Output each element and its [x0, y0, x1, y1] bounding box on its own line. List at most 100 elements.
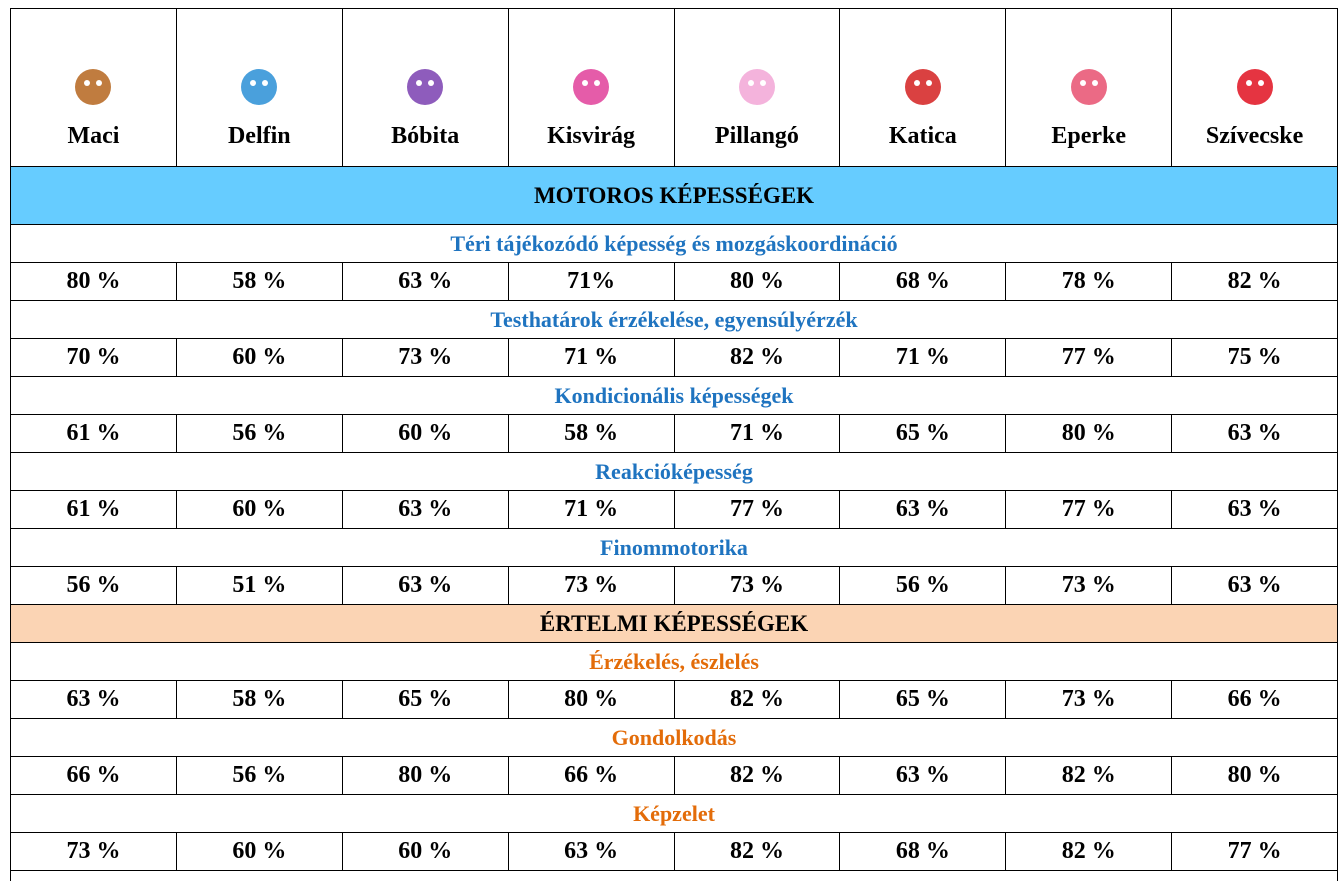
- value-cell: 51 %: [176, 567, 342, 605]
- value-row: 73 %60 %60 %63 %82 %68 %82 %77 %: [11, 833, 1338, 871]
- icon: [563, 63, 619, 113]
- group-row: Kondicionális képességek: [11, 377, 1338, 415]
- value-cell: 58 %: [508, 415, 674, 453]
- column-name: Eperke: [1006, 123, 1171, 150]
- icon: [231, 63, 287, 113]
- value-cell: 78 %: [1006, 263, 1172, 301]
- value-cell: 82 %: [1006, 757, 1172, 795]
- group-row: Gondolkodás: [11, 719, 1338, 757]
- header-cell: Eperke: [1006, 9, 1172, 167]
- value-cell: 71 %: [840, 339, 1006, 377]
- column-name: Kisvirág: [509, 123, 674, 150]
- value-cell: 63 %: [342, 491, 508, 529]
- value-row: 63 %58 %65 %80 %82 %65 %73 %66 %: [11, 681, 1338, 719]
- header-cell: Maci: [11, 9, 177, 167]
- column-name: Delfin: [177, 123, 342, 150]
- value-cell: 71 %: [674, 415, 840, 453]
- value-cell: 73 %: [508, 567, 674, 605]
- group-title: Testhatárok érzékelése, egyensúlyérzék: [11, 301, 1338, 339]
- value-cell: 82 %: [674, 681, 840, 719]
- group-title: Finommotorika: [11, 529, 1338, 567]
- value-cell: 56 %: [176, 415, 342, 453]
- value-cell: 60 %: [342, 833, 508, 871]
- icon: [1227, 63, 1283, 113]
- group-row: Érzékelés, észlelés: [11, 643, 1338, 681]
- value-cell: 75 %: [1172, 339, 1338, 377]
- icon: [1061, 63, 1117, 113]
- header-cell: Kisvirág: [508, 9, 674, 167]
- value-cell: 80 %: [1006, 415, 1172, 453]
- value-cell: 73 %: [342, 339, 508, 377]
- value-cell: 68 %: [840, 263, 1006, 301]
- value-cell: 63 %: [342, 567, 508, 605]
- value-cell: 56 %: [840, 567, 1006, 605]
- value-cell: 77 %: [674, 491, 840, 529]
- section-row: ÉRTELMI KÉPESSÉGEK: [11, 605, 1338, 643]
- section-title: MOTOROS KÉPESSÉGEK: [11, 167, 1338, 225]
- value-cell: 58 %: [176, 681, 342, 719]
- value-row: 80 %58 %63 %71%80 %68 %78 %82 %: [11, 263, 1338, 301]
- icon: [397, 63, 453, 113]
- icon: [729, 63, 785, 113]
- value-cell: 63 %: [11, 681, 177, 719]
- value-cell: 63 %: [840, 757, 1006, 795]
- group-title: Emlékezet: [11, 871, 1338, 881]
- group-title: Képzelet: [11, 795, 1338, 833]
- value-cell: 58 %: [176, 263, 342, 301]
- value-cell: 82 %: [674, 757, 840, 795]
- value-cell: 82 %: [1006, 833, 1172, 871]
- value-cell: 61 %: [11, 491, 177, 529]
- value-cell: 73 %: [11, 833, 177, 871]
- value-cell: 56 %: [176, 757, 342, 795]
- section-title: ÉRTELMI KÉPESSÉGEK: [11, 605, 1338, 643]
- value-cell: 73 %: [1006, 681, 1172, 719]
- value-cell: 66 %: [11, 757, 177, 795]
- value-cell: 80 %: [342, 757, 508, 795]
- value-cell: 66 %: [1172, 681, 1338, 719]
- value-row: 61 %56 %60 %58 %71 %65 %80 %63 %: [11, 415, 1338, 453]
- value-cell: 60 %: [176, 833, 342, 871]
- value-cell: 71%: [508, 263, 674, 301]
- group-row: Téri tájékozódó képesség és mozgáskoordi…: [11, 225, 1338, 263]
- header-cell: Delfin: [176, 9, 342, 167]
- value-cell: 63 %: [508, 833, 674, 871]
- column-name: Pillangó: [675, 123, 840, 150]
- value-cell: 80 %: [11, 263, 177, 301]
- value-cell: 70 %: [11, 339, 177, 377]
- value-cell: 82 %: [674, 339, 840, 377]
- header-cell: Bóbita: [342, 9, 508, 167]
- group-title: Kondicionális képességek: [11, 377, 1338, 415]
- value-cell: 66 %: [508, 757, 674, 795]
- header-cell: Katica: [840, 9, 1006, 167]
- section-row: MOTOROS KÉPESSÉGEK: [11, 167, 1338, 225]
- value-cell: 77 %: [1006, 339, 1172, 377]
- value-cell: 60 %: [176, 491, 342, 529]
- group-row: Testhatárok érzékelése, egyensúlyérzék: [11, 301, 1338, 339]
- value-cell: 73 %: [1006, 567, 1172, 605]
- value-cell: 65 %: [342, 681, 508, 719]
- group-title: Gondolkodás: [11, 719, 1338, 757]
- group-title: Téri tájékozódó képesség és mozgáskoordi…: [11, 225, 1338, 263]
- value-cell: 61 %: [11, 415, 177, 453]
- column-name: Szívecske: [1172, 123, 1337, 150]
- group-row: Képzelet: [11, 795, 1338, 833]
- header-cell: Pillangó: [674, 9, 840, 167]
- value-row: 70 %60 %73 %71 %82 %71 %77 %75 %: [11, 339, 1338, 377]
- value-cell: 63 %: [840, 491, 1006, 529]
- value-cell: 80 %: [1172, 757, 1338, 795]
- value-cell: 71 %: [508, 491, 674, 529]
- value-cell: 77 %: [1172, 833, 1338, 871]
- value-cell: 63 %: [342, 263, 508, 301]
- value-cell: 60 %: [176, 339, 342, 377]
- value-cell: 68 %: [840, 833, 1006, 871]
- value-row: 56 %51 %63 %73 %73 %56 %73 %63 %: [11, 567, 1338, 605]
- value-cell: 65 %: [840, 681, 1006, 719]
- header-cell: Szívecske: [1172, 9, 1338, 167]
- icon: [895, 63, 951, 113]
- value-row: 61 %60 %63 %71 %77 %63 %77 %63 %: [11, 491, 1338, 529]
- value-cell: 56 %: [11, 567, 177, 605]
- column-name: Maci: [11, 123, 176, 150]
- group-row: Emlékezet: [11, 871, 1338, 881]
